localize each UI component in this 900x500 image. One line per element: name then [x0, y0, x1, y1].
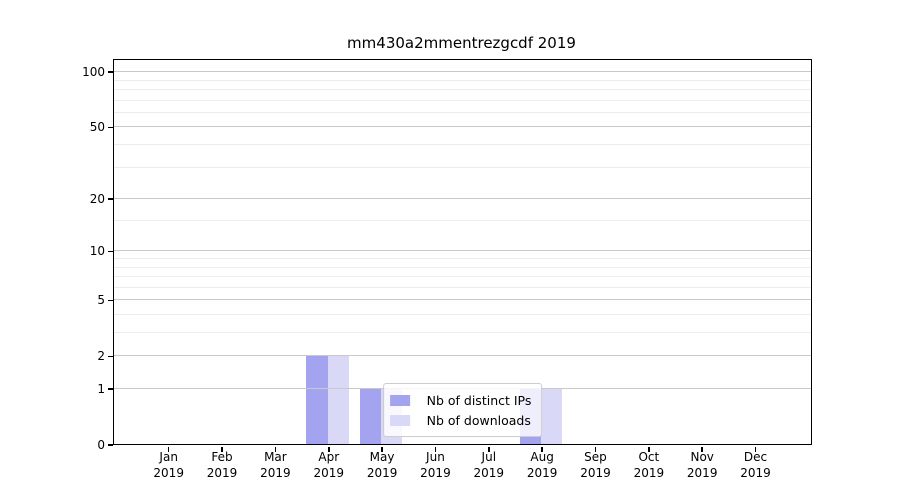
x-tick-label-mar: Mar 2019 [260, 449, 291, 481]
y-tick-label-10: 10 [89, 244, 105, 259]
legend-entry-distinct-ips: Nb of distinct IPs [389, 390, 532, 410]
minor-gridline-90 [114, 79, 811, 81]
x-tick-label-feb: Feb 2019 [207, 449, 238, 481]
x-tick-mark-aug [541, 446, 543, 452]
x-tick-mark-may [381, 446, 383, 452]
x-tick-year: 2019 [420, 466, 451, 480]
x-tick-label-jul: Jul 2019 [474, 449, 505, 481]
x-tick-month: Jan [159, 450, 178, 464]
x-tick-label-aug: Aug 2019 [527, 449, 558, 481]
major-gridline-50 [114, 126, 811, 128]
y-tick-mark-0 [108, 444, 113, 446]
x-tick-month: Sep [584, 450, 607, 464]
legend-swatch-downloads [389, 414, 410, 426]
bar-downloads-apr [327, 355, 350, 444]
x-tick-year: 2019 [526, 466, 558, 480]
x-tick-label-dec: Dec 2019 [740, 449, 771, 481]
x-tick-month: Nov [690, 450, 714, 464]
y-tick-label-0: 0 [97, 438, 105, 452]
plot-area: Nb of distinct IPs Nb of downloads [113, 59, 812, 445]
minor-gridline-3 [114, 332, 811, 333]
minor-gridline-40 [114, 144, 811, 145]
y-tick-mark-2 [108, 355, 113, 357]
minor-gridline-9 [114, 257, 811, 259]
legend-swatch-distinct-ips [389, 394, 410, 406]
bar-downloads-aug [541, 388, 563, 444]
x-tick-month: Dec [743, 450, 768, 464]
x-tick-year: 2019 [206, 466, 238, 480]
legend-entry-downloads: Nb of downloads [389, 410, 532, 430]
legend-label-downloads: Nb of downloads [426, 412, 531, 428]
x-tick-label-jun: Jun 2019 [420, 449, 451, 481]
x-tick-label-apr: Apr 2019 [313, 449, 344, 481]
y-tick-label-20: 20 [89, 192, 105, 207]
x-tick-mark-feb [221, 446, 223, 452]
x-tick-year: 2019 [633, 466, 665, 480]
major-gridline-2 [114, 355, 811, 357]
x-tick-month: Aug [530, 450, 554, 464]
y-tick-mark-10 [108, 250, 113, 253]
x-tick-month: Oct [638, 450, 660, 464]
y-tick-label-1: 1 [97, 382, 105, 396]
x-tick-label-jan: Jan 2019 [153, 449, 184, 481]
major-gridline-10 [114, 250, 811, 252]
minor-gridline-70 [114, 99, 811, 101]
x-tick-year: 2019 [473, 466, 505, 480]
x-tick-mark-apr [328, 446, 330, 452]
y-tick-mark-50 [108, 126, 113, 129]
legend: Nb of distinct IPs Nb of downloads [382, 383, 543, 437]
x-tick-year: 2019 [366, 466, 398, 480]
bar-distinct-ips-may [359, 388, 382, 444]
x-tick-month: May [369, 450, 395, 464]
x-tick-mark-dec [754, 446, 757, 452]
major-gridline-5 [114, 299, 811, 301]
x-tick-mark-nov [701, 446, 703, 452]
y-tick-mark-100 [108, 71, 113, 73]
y-tick-label-2: 2 [97, 349, 105, 364]
x-tick-month: Apr [318, 450, 340, 464]
major-gridline-20 [114, 198, 811, 200]
legend-label-distinct-ips: Nb of distinct IPs [426, 392, 532, 408]
x-tick-label-nov: Nov 2019 [687, 449, 718, 481]
y-tick-label-50: 50 [89, 120, 105, 135]
x-tick-mark-jan [167, 446, 170, 452]
bar-distinct-ips-apr [306, 355, 328, 444]
x-tick-label-oct: Oct 2019 [634, 449, 665, 481]
x-tick-year: 2019 [153, 466, 184, 480]
x-tick-mark-sep [594, 446, 597, 452]
minor-gridline-7 [114, 276, 811, 278]
y-tick-label-5: 5 [97, 293, 105, 308]
major-gridline-100 [114, 71, 811, 73]
y-tick-mark-5 [108, 299, 113, 301]
minor-gridline-15 [114, 220, 811, 222]
minor-gridline-6 [114, 286, 811, 288]
x-tick-year: 2019 [260, 466, 291, 480]
x-tick-label-may: May 2019 [367, 449, 398, 481]
minor-gridline-80 [114, 89, 811, 90]
x-tick-month: Feb [211, 450, 233, 464]
minor-gridline-4 [114, 313, 811, 315]
x-tick-year: 2019 [580, 466, 611, 480]
x-tick-mark-oct [648, 446, 650, 452]
minor-gridline-8 [114, 266, 811, 268]
x-tick-mark-jun [434, 446, 437, 452]
minor-gridline-30 [114, 166, 811, 168]
x-tick-month: Jun [426, 450, 445, 464]
x-tick-label-sep: Sep 2019 [580, 449, 611, 481]
x-tick-mark-mar [274, 446, 277, 452]
x-tick-mark-jul [488, 446, 490, 452]
minor-gridline-60 [114, 111, 811, 113]
chart-title: mm430a2mmentrezgcdf 2019 [347, 34, 576, 52]
x-tick-year: 2019 [686, 466, 718, 480]
y-tick-mark-20 [108, 198, 113, 200]
x-tick-year: 2019 [740, 466, 771, 480]
x-tick-month: Mar [264, 450, 287, 464]
y-tick-mark-1 [108, 388, 113, 390]
y-tick-label-100: 100 [82, 65, 105, 80]
x-tick-month: Jul [481, 450, 497, 464]
x-tick-year: 2019 [313, 466, 345, 480]
